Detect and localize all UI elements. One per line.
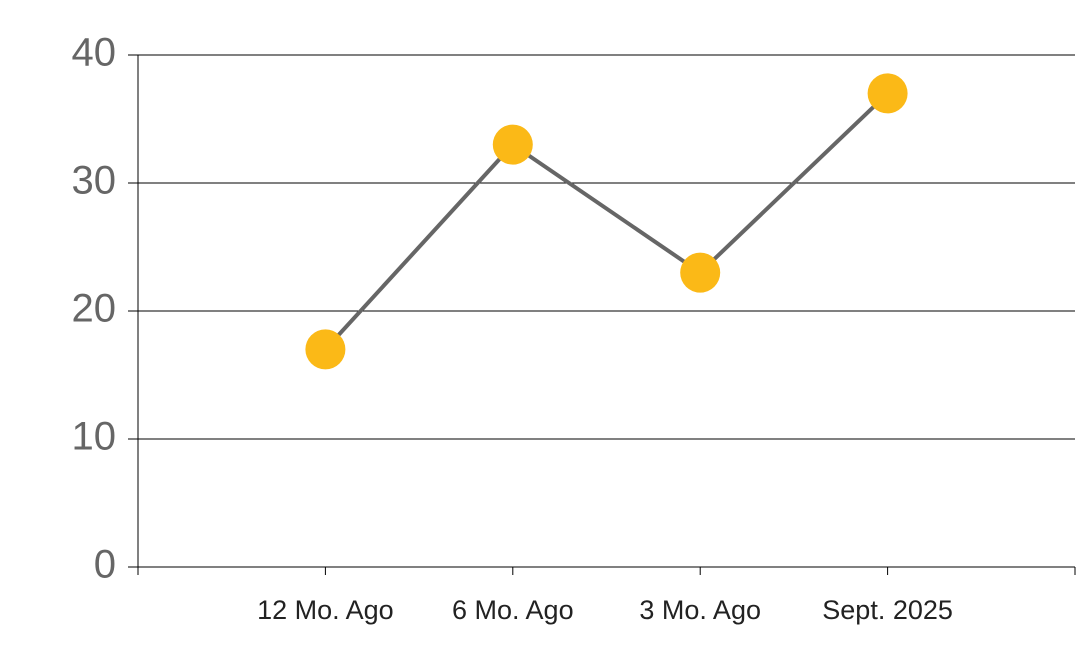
y-tick-label: 0 bbox=[94, 543, 116, 587]
point bbox=[680, 252, 721, 293]
series-line bbox=[323, 91, 889, 351]
y-tick-label: 10 bbox=[72, 415, 117, 459]
x-tick-label: 6 Mo. Ago bbox=[452, 595, 574, 625]
point bbox=[305, 329, 346, 370]
point bbox=[492, 124, 533, 165]
y-tick-label: 30 bbox=[72, 159, 117, 203]
x-tick-label: Sept. 2025 bbox=[822, 595, 953, 625]
x-tick-label: 12 Mo. Ago bbox=[257, 595, 394, 625]
y-tick-label: 40 bbox=[72, 31, 117, 75]
x-tick-label: 3 Mo. Ago bbox=[639, 595, 761, 625]
point bbox=[867, 73, 908, 114]
y-tick-label: 20 bbox=[72, 287, 117, 331]
